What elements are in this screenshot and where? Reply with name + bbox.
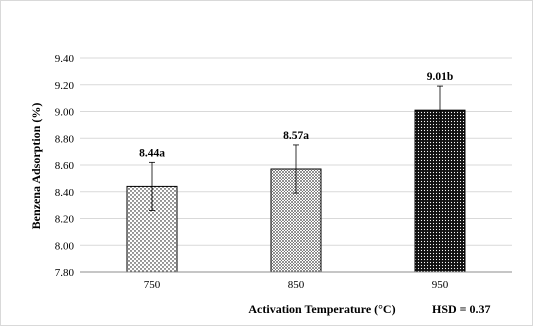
data-label: 8.44a: [139, 147, 165, 159]
y-tick-label: 8.80: [55, 133, 75, 145]
x-tick-label: 750: [144, 279, 161, 291]
y-tick-label: 7.80: [55, 267, 75, 279]
bars: 8.44a 8.57a 9.01b: [126, 71, 466, 273]
y-tick-label: 8.60: [55, 160, 75, 172]
y-axis-title: Benzena Adsorption (%): [29, 103, 43, 230]
bar: [414, 109, 466, 273]
y-tick-label: 9.20: [55, 80, 75, 92]
hsd-annotation: HSD = 0.37: [432, 302, 491, 316]
x-tick-label: 950: [432, 279, 449, 291]
y-tick-label: 9.40: [55, 53, 75, 65]
y-tick-label: 8.00: [55, 240, 75, 252]
data-label: 9.01b: [427, 71, 454, 83]
data-label: 8.57a: [283, 130, 309, 142]
y-tick-label: 8.20: [55, 214, 75, 226]
x-tick-label: 850: [288, 279, 305, 291]
axes: 7.80 8.00 8.20 8.40 8.60 8.80 9.00 9.20 9.40 750 8…: [55, 53, 512, 291]
y-tick-label: 9.00: [55, 107, 75, 119]
y-tick-label: 8.40: [55, 187, 75, 199]
x-axis-title: Activation Temperature (°C): [248, 302, 395, 316]
